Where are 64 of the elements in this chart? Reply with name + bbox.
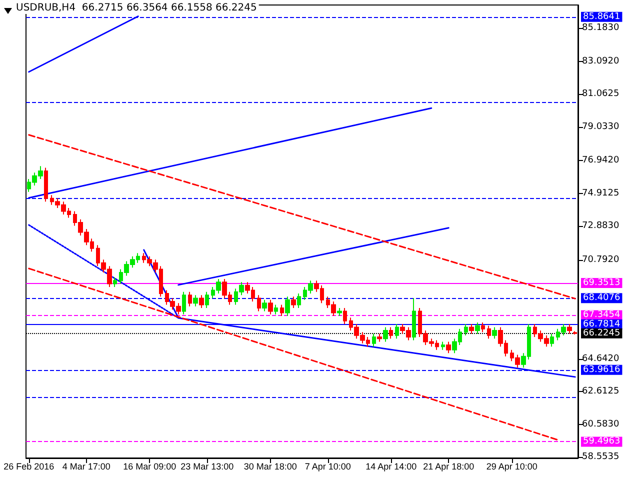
candlestick: [280, 304, 284, 317]
y-tick-label: 60.5830: [582, 419, 620, 430]
candlestick: [343, 307, 347, 325]
x-tick-label: 21 Apr 18:00: [423, 462, 474, 472]
y-tick-label: 72.8830: [582, 221, 620, 232]
candlestick: [383, 326, 388, 342]
ref-line-label: 68.4076: [583, 293, 620, 304]
candlestick: [389, 326, 393, 340]
candlestick: [268, 299, 273, 315]
candlestick: [487, 325, 491, 340]
candlestick: [475, 322, 480, 334]
candlestick: [291, 296, 296, 308]
candlestick: [412, 298, 416, 341]
ref-line-label: 85.8641: [583, 12, 620, 22]
candlestick: [337, 307, 342, 317]
candlestick: [193, 294, 198, 307]
candlestick: [257, 294, 261, 312]
x-tick-label: 30 Mar 18:00: [244, 462, 297, 472]
ref-line-label: 66.7814: [583, 319, 620, 330]
candlestick: [567, 324, 572, 334]
x-tick-label: 4 Mar 17:00: [62, 462, 110, 472]
candlestick: [274, 304, 278, 315]
candlestick: [446, 341, 451, 354]
x-tick-label: 23 Mar 13:00: [180, 462, 234, 472]
candlestick: [377, 333, 382, 342]
ref-line-label: 66.2245: [583, 328, 620, 338]
candlestick: [205, 291, 209, 308]
chart-title: USDRUB,H4 66.2715 66.3564 66.1558 66.2245: [16, 2, 257, 14]
candlestick: [469, 324, 474, 334]
ref-line-label: 59.4963: [583, 436, 620, 447]
ref-line-label: 69.3513: [583, 278, 620, 288]
x-tick-label: 16 Mar 09:00: [123, 462, 176, 472]
candlestick: [464, 324, 468, 336]
candlestick: [441, 341, 445, 350]
y-tick-label: 83.0920: [582, 56, 620, 67]
candlestick: [492, 326, 497, 340]
y-tick-label: 85.1830: [582, 22, 620, 33]
candlestick: [188, 291, 192, 307]
candlestick: [113, 276, 117, 288]
y-tick-label: 64.6420: [582, 354, 620, 364]
x-tick-label: 7 Apr 10:00: [304, 462, 351, 472]
y-tick-label: 74.9125: [582, 188, 620, 198]
candlestick: [297, 292, 301, 308]
candlestick: [44, 167, 48, 202]
y-tick-label: 62.6125: [582, 386, 620, 397]
candlestick: [285, 296, 290, 317]
candlestick: [550, 333, 554, 348]
x-tick-label: 14 Apr 14:00: [366, 462, 417, 472]
candlestick: [262, 299, 267, 312]
candlestick: [199, 294, 204, 308]
candlestick: [182, 291, 186, 315]
y-tick-label: 79.0330: [582, 122, 620, 132]
candlestick: [573, 330, 577, 335]
ref-line-label: 67.3454: [583, 310, 620, 320]
x-tick-label: 29 Apr 10:00: [486, 462, 538, 472]
y-tick-label: 58.5535: [582, 452, 620, 462]
candlestick: [372, 333, 376, 348]
y-tick-label: 70.7920: [582, 254, 620, 265]
ref-line-label: 63.9616: [583, 364, 620, 375]
x-tick-label: 26 Feb 2016: [4, 462, 54, 472]
candlestick: [481, 322, 485, 333]
y-tick-label: 81.0625: [582, 89, 620, 100]
candlestick: [395, 324, 399, 340]
y-tick-label: 76.9420: [582, 156, 620, 166]
